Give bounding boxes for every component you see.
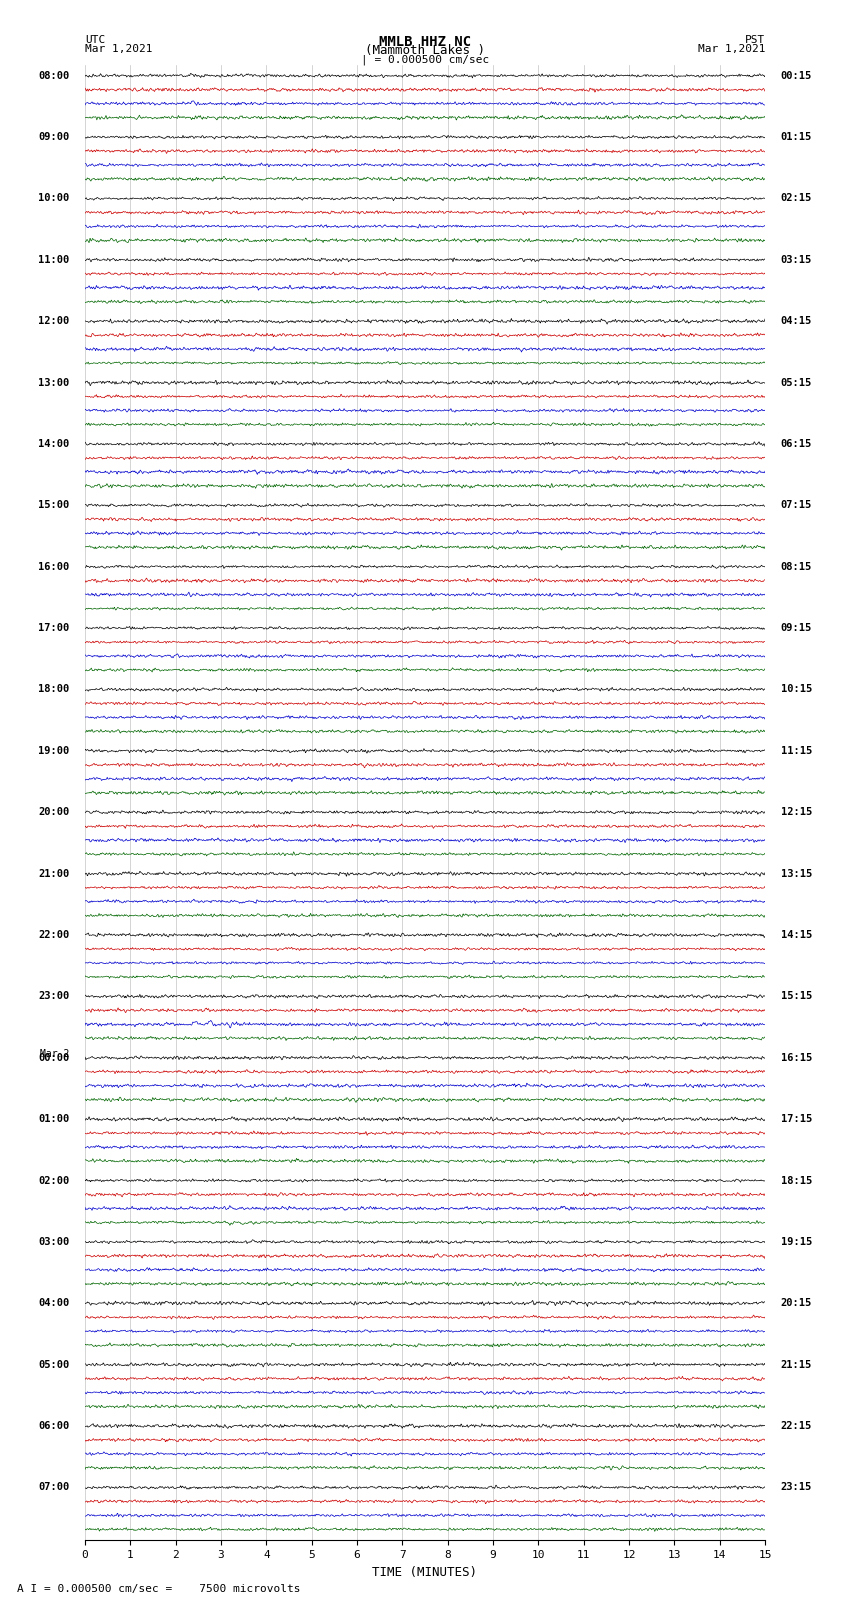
Text: 20:15: 20:15 — [781, 1298, 812, 1308]
Text: 07:00: 07:00 — [38, 1482, 69, 1492]
Text: Mar 1,2021: Mar 1,2021 — [698, 44, 765, 55]
Text: 03:00: 03:00 — [38, 1237, 69, 1247]
Text: 02:00: 02:00 — [38, 1176, 69, 1186]
Text: Mar 1,2021: Mar 1,2021 — [85, 44, 152, 55]
Text: 07:15: 07:15 — [781, 500, 812, 510]
Text: 08:15: 08:15 — [781, 561, 812, 571]
Text: 21:00: 21:00 — [38, 869, 69, 879]
Text: 18:00: 18:00 — [38, 684, 69, 695]
Text: 03:15: 03:15 — [781, 255, 812, 265]
Text: 16:00: 16:00 — [38, 561, 69, 571]
Text: 05:00: 05:00 — [38, 1360, 69, 1369]
Text: 01:15: 01:15 — [781, 132, 812, 142]
Text: 06:15: 06:15 — [781, 439, 812, 448]
Text: MMLB HHZ NC: MMLB HHZ NC — [379, 35, 471, 48]
Text: 19:00: 19:00 — [38, 745, 69, 756]
Text: 17:00: 17:00 — [38, 623, 69, 632]
Text: 00:00: 00:00 — [38, 1053, 69, 1063]
X-axis label: TIME (MINUTES): TIME (MINUTES) — [372, 1566, 478, 1579]
Text: 14:15: 14:15 — [781, 931, 812, 940]
Text: 11:00: 11:00 — [38, 255, 69, 265]
Text: 17:15: 17:15 — [781, 1115, 812, 1124]
Text: 15:15: 15:15 — [781, 992, 812, 1002]
Text: 23:15: 23:15 — [781, 1482, 812, 1492]
Text: 18:15: 18:15 — [781, 1176, 812, 1186]
Text: 19:15: 19:15 — [781, 1237, 812, 1247]
Text: 22:15: 22:15 — [781, 1421, 812, 1431]
Text: 02:15: 02:15 — [781, 194, 812, 203]
Text: 13:00: 13:00 — [38, 377, 69, 387]
Text: 20:00: 20:00 — [38, 806, 69, 818]
Text: 15:00: 15:00 — [38, 500, 69, 510]
Text: 10:00: 10:00 — [38, 194, 69, 203]
Text: 09:15: 09:15 — [781, 623, 812, 632]
Text: 09:00: 09:00 — [38, 132, 69, 142]
Text: 13:15: 13:15 — [781, 869, 812, 879]
Text: 22:00: 22:00 — [38, 931, 69, 940]
Text: 12:15: 12:15 — [781, 806, 812, 818]
Text: 08:00: 08:00 — [38, 71, 69, 81]
Text: 01:00: 01:00 — [38, 1115, 69, 1124]
Text: 10:15: 10:15 — [781, 684, 812, 695]
Text: 04:15: 04:15 — [781, 316, 812, 326]
Text: 06:00: 06:00 — [38, 1421, 69, 1431]
Text: PST: PST — [745, 35, 765, 45]
Text: 12:00: 12:00 — [38, 316, 69, 326]
Text: 16:15: 16:15 — [781, 1053, 812, 1063]
Text: (Mammoth Lakes ): (Mammoth Lakes ) — [365, 44, 485, 58]
Text: UTC: UTC — [85, 35, 105, 45]
Text: 05:15: 05:15 — [781, 377, 812, 387]
Text: 14:00: 14:00 — [38, 439, 69, 448]
Text: 00:15: 00:15 — [781, 71, 812, 81]
Text: A I = 0.000500 cm/sec =    7500 microvolts: A I = 0.000500 cm/sec = 7500 microvolts — [17, 1584, 301, 1594]
Text: | = 0.000500 cm/sec: | = 0.000500 cm/sec — [361, 53, 489, 65]
Text: 21:15: 21:15 — [781, 1360, 812, 1369]
Text: 23:00: 23:00 — [38, 992, 69, 1002]
Text: 04:00: 04:00 — [38, 1298, 69, 1308]
Text: Mar 2: Mar 2 — [40, 1048, 69, 1058]
Text: 11:15: 11:15 — [781, 745, 812, 756]
